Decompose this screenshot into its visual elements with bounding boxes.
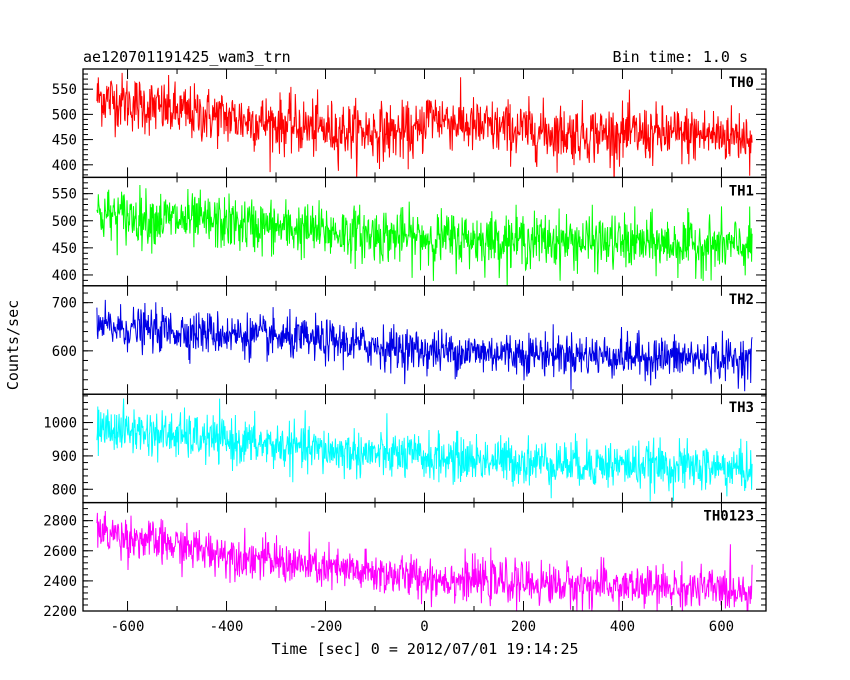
y-tick-label: 700 [52, 296, 77, 312]
y-tick-label: 600 [52, 344, 77, 360]
series-line-th3 [96, 398, 753, 502]
panel-label-th0: TH0 [729, 75, 754, 91]
x-tick-label: 400 [610, 619, 635, 635]
y-tick-label: 2200 [43, 604, 77, 620]
x-tick-label: 600 [709, 619, 734, 635]
panels-group: 400 450 500 550 TH0 400 450 500 550 TH1 600 700 TH2 8… [43, 68, 767, 620]
y-tick-label: 450 [52, 133, 77, 149]
y-tick-label: 400 [52, 268, 77, 284]
panel-th1: 400 450 500 550 TH1 [52, 176, 767, 287]
series-line-th1 [96, 184, 753, 286]
panel-label-th3: TH3 [729, 400, 754, 416]
panel-label-th0123: TH0123 [703, 509, 754, 525]
panel-label-th2: TH2 [729, 292, 754, 308]
panel-th0: 400 450 500 550 TH0 [52, 68, 767, 179]
series-line-th0123 [96, 510, 753, 612]
series-line-th2 [96, 299, 753, 392]
panel-frame [82, 501, 767, 612]
x-tick-label: 200 [511, 619, 536, 635]
panel-th3: 800 900 1000 TH3 [43, 393, 767, 504]
y-tick-label: 450 [52, 241, 77, 257]
panel-th0123: 2200 2400 2600 2800 TH0123 [43, 501, 767, 620]
x-tick-label: -400 [210, 619, 244, 635]
y-axis-label: Counts/sec [4, 300, 22, 390]
y-tick-label: 2400 [43, 574, 77, 590]
y-tick-label: 550 [52, 187, 77, 203]
y-tick-label: 500 [52, 214, 77, 230]
y-tick-label: 550 [52, 82, 77, 98]
chart-title-right: Bin time: 1.0 s [613, 48, 748, 66]
y-tick-label: 500 [52, 107, 77, 123]
x-tick-label: 0 [420, 619, 428, 635]
x-axis: -600 -400 -200 0 200 400 600 [111, 619, 734, 635]
x-axis-label: Time [sec] 0 = 2012/07/01 19:14:25 [271, 640, 578, 658]
x-tick-label: -600 [111, 619, 145, 635]
panel-label-th1: TH1 [729, 183, 754, 199]
chart-title-left: ae120701191425_wam3_trn [83, 48, 291, 66]
y-tick-label: 900 [52, 449, 77, 465]
y-tick-label: 2600 [43, 544, 77, 560]
y-tick-label: 800 [52, 482, 77, 498]
panel-th2: 600 700 TH2 [52, 285, 767, 395]
y-tick-label: 2800 [43, 514, 77, 530]
panel-frame [82, 393, 767, 504]
x-tick-label: -200 [309, 619, 343, 635]
series-line-th0 [96, 72, 753, 178]
y-tick-label: 400 [52, 158, 77, 174]
y-tick-label: 1000 [43, 416, 77, 432]
